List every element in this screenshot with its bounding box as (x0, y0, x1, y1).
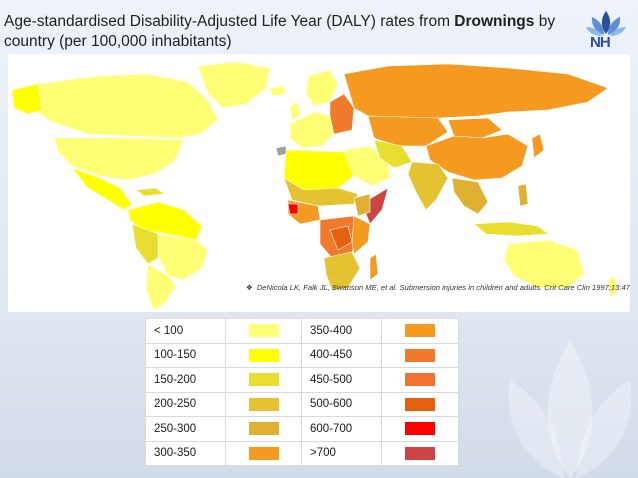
legend-swatch-color (405, 422, 435, 436)
region-guinea (287, 203, 299, 215)
region-southeast-asia (451, 177, 489, 215)
legend-swatch (381, 318, 459, 344)
region-russia (343, 63, 609, 119)
region-mexico (71, 167, 133, 211)
legend-row: < 100 350-400 (145, 318, 459, 344)
region-caribbean (135, 187, 165, 197)
region-new-zealand (607, 275, 619, 299)
legend-table: < 100 350-400 100-150 400-450 150-200 45… (145, 318, 459, 466)
title-prefix: Age-standardised Disability-Adjusted Lif… (4, 13, 455, 30)
region-brazil (157, 233, 209, 281)
legend-swatch-color (405, 324, 435, 338)
citation-text: DeNicola LK, Falk JL, Swanson ME, et al.… (256, 283, 630, 292)
region-iceland (269, 85, 287, 97)
legend-swatch (381, 440, 459, 466)
title-suffix: by country (per 100,000 inhabitants) (4, 13, 556, 50)
legend-row: 100-150 400-450 (145, 342, 459, 368)
legend-swatch (225, 367, 302, 393)
legend-label: 500-600 (301, 391, 382, 417)
region-no-data (275, 145, 287, 157)
region-southern-africa (323, 251, 361, 291)
world-map-svg (11, 61, 619, 311)
legend-swatch (225, 318, 302, 344)
legend-label: 300-350 (145, 440, 226, 466)
region-east-africa (351, 215, 371, 255)
legend-swatch (381, 416, 459, 442)
legend-swatch-color (405, 397, 435, 411)
region-alaska (11, 83, 43, 115)
legend-swatch (225, 440, 302, 466)
legend-row: 150-200 450-500 (145, 367, 459, 393)
lotus-mark-icon (586, 11, 626, 36)
region-mongolia (447, 117, 503, 139)
legend-swatch-color (248, 446, 279, 460)
region-philippines (517, 183, 529, 207)
region-greenland (197, 61, 271, 109)
legend-swatch (225, 391, 302, 417)
legend-label: >700 (301, 440, 382, 466)
legend-label: 350-400 (301, 318, 382, 344)
region-china (425, 133, 529, 181)
legend-swatch (381, 391, 459, 417)
region-india (407, 161, 449, 211)
legend-swatch (225, 342, 302, 368)
region-andes (131, 223, 159, 265)
legend-row: 200-250 500-600 (145, 391, 459, 417)
legend-body: < 100 350-400 100-150 400-450 150-200 45… (145, 318, 459, 466)
region-eastern-europe (329, 93, 355, 135)
lotus-logo-icon: NH (586, 8, 632, 52)
legend-swatch-color (248, 348, 279, 362)
region-canada (27, 73, 219, 139)
legend-swatch (381, 342, 459, 368)
legend-row: 250-300 600-700 (145, 416, 459, 442)
legend-swatch-color (248, 422, 279, 436)
region-usa (53, 137, 185, 181)
citation-bullet-icon: ❖ (246, 283, 253, 292)
legend-swatch-color (248, 324, 279, 338)
region-western-europe (289, 111, 335, 149)
region-iran (373, 139, 413, 169)
title-bold: Drownings (454, 13, 535, 30)
legend-swatch-color (405, 348, 435, 362)
legend-swatch (225, 416, 302, 442)
legend-label: 100-150 (145, 342, 226, 368)
region-japan (531, 133, 545, 159)
slide-title: Age-standardised Disability-Adjusted Lif… (4, 12, 579, 52)
region-indonesia (473, 221, 549, 237)
logo-text: NH (590, 34, 611, 51)
legend-swatch-color (405, 446, 435, 460)
legend-label: 200-250 (145, 391, 226, 417)
legend-label: 150-200 (145, 367, 226, 393)
region-madagascar (369, 253, 379, 281)
region-southern-cone (145, 263, 177, 311)
region-uk (289, 101, 301, 121)
legend-label: 400-450 (301, 342, 382, 368)
legend-label: 450-500 (301, 367, 382, 393)
legend-swatch-color (248, 373, 279, 387)
legend-swatch (381, 367, 459, 393)
region-australia (503, 239, 585, 289)
legend-label: < 100 (145, 318, 226, 344)
legend-label: 600-700 (301, 416, 382, 442)
legend-label: 250-300 (145, 416, 226, 442)
world-map: ❖ DeNicola LK, Falk JL, Swanson ME, et al… (8, 54, 630, 312)
legend-row: 300-350 >700 (145, 440, 459, 466)
decorative-leaf-icon (508, 340, 632, 478)
legend-swatch-color (405, 373, 435, 387)
region-ethiopia (353, 193, 371, 217)
map-citation: ❖ DeNicola LK, Falk JL, Swanson ME, et al… (246, 283, 630, 292)
legend-swatch-color (248, 397, 279, 411)
